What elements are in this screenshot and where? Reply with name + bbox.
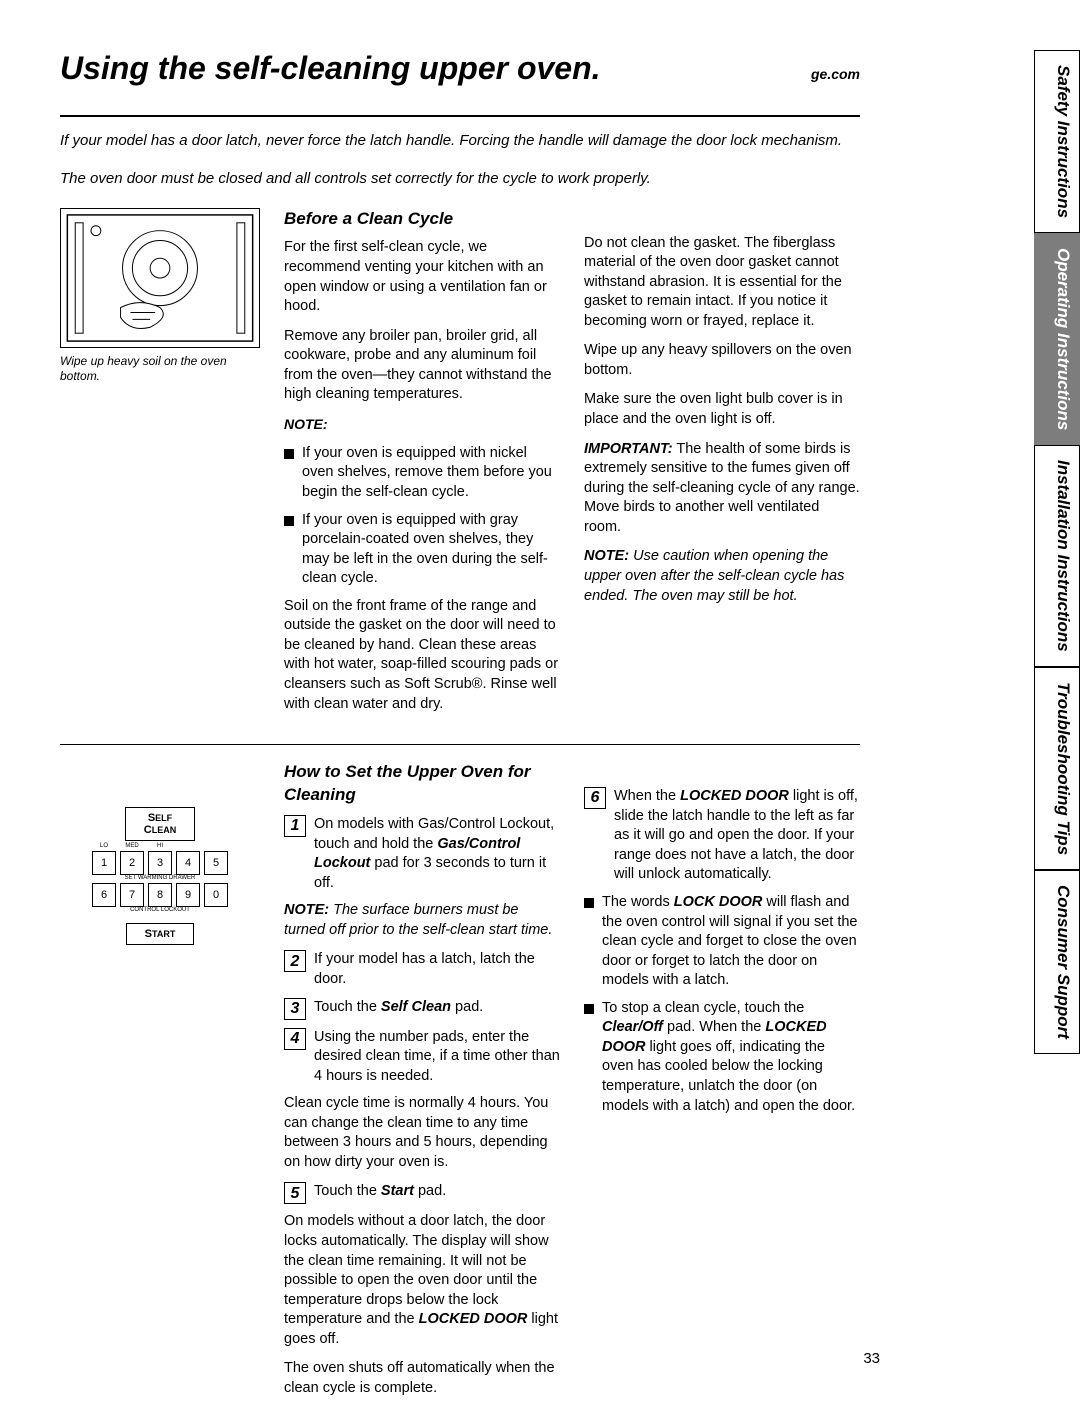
section-1-heading: Before a Clean Cycle [284, 208, 560, 231]
s2-after-5b: The oven shuts off automatically when th… [284, 1359, 560, 1398]
s1-right-p1: Do not clean the gasket. The fiberglass … [584, 234, 860, 332]
figure-1-caption: Wipe up heavy soil on the oven bottom. [60, 354, 260, 384]
s1-left-p2: Remove any broiler pan, broiler grid, al… [284, 327, 560, 405]
page-number: 33 [863, 1350, 880, 1367]
side-navigation-tabs: Safety Instructions Operating Instructio… [1034, 50, 1080, 1054]
square-bullet-icon [284, 516, 294, 526]
keypad-0: 0 [204, 883, 228, 907]
square-bullet-icon [584, 1004, 594, 1014]
self-clean-button: SELFCLEAN [125, 807, 195, 841]
step-3: 3 Touch the Self Clean pad. [284, 998, 560, 1020]
step-number-4: 4 [284, 1028, 306, 1050]
step-4: 4 Using the number pads, enter the desir… [284, 1028, 560, 1087]
step-number-3: 3 [284, 998, 306, 1020]
tab-safety-instructions[interactable]: Safety Instructions [1034, 50, 1080, 233]
keypad-caption-1: SET WARMING DRAWER [92, 875, 228, 881]
oven-wipe-figure [60, 208, 260, 348]
step-number-2: 2 [284, 950, 306, 972]
keypad-1: LO1 [92, 851, 116, 875]
section-divider [60, 744, 860, 745]
s1-left-p1: For the first self-clean cycle, we recom… [284, 238, 560, 316]
keypad-5: 5 [204, 851, 228, 875]
s2-right-bullet-2: To stop a clean cycle, touch the Clear/O… [584, 999, 860, 1116]
s1-bullet-1: If your oven is equipped with nickel ove… [284, 444, 560, 503]
keypad-3: HI3 [148, 851, 172, 875]
s1-important: IMPORTANT: The health of some birds is e… [584, 440, 860, 538]
s2-after-5a: On models without a door latch, the door… [284, 1212, 560, 1349]
keypad-2: MED2 [120, 851, 144, 875]
title-bar: Using the self-cleaning upper oven. ge.c… [60, 50, 860, 117]
step-number-6: 6 [584, 787, 606, 809]
s1-right-note: NOTE: Use caution when opening the upper… [584, 547, 860, 606]
s2-note: NOTE: The surface burners must be turned… [284, 901, 560, 940]
keypad-6: 6 [92, 883, 116, 907]
tab-troubleshooting-tips[interactable]: Troubleshooting Tips [1034, 667, 1080, 870]
intro-line-2: The oven door must be closed and all con… [60, 169, 860, 189]
tab-consumer-support[interactable]: Consumer Support [1034, 870, 1080, 1054]
keypad-figure: SELFCLEAN LO1 MED2 HI3 4 5 SET WARMING D… [60, 761, 260, 991]
s2-after-4: Clean cycle time is normally 4 hours. Yo… [284, 1094, 560, 1172]
page-title: Using the self-cleaning upper oven. [60, 50, 601, 95]
keypad-9: 9 [176, 883, 200, 907]
step-5: 5 Touch the Start pad. [284, 1182, 560, 1204]
square-bullet-icon [284, 449, 294, 459]
s2-right-bullet-1: The words LOCK DOOR will flash and the o… [584, 893, 860, 991]
s1-left-p3: Soil on the front frame of the range and… [284, 597, 560, 714]
step-2: 2 If your model has a latch, latch the d… [284, 950, 560, 989]
s1-bullet-2: If your oven is equipped with gray porce… [284, 511, 560, 589]
brand-url: ge.com [811, 66, 860, 82]
step-number-1: 1 [284, 815, 306, 837]
s1-right-p2: Wipe up any heavy spillovers on the oven… [584, 341, 860, 380]
intro-line-1: If your model has a door latch, never fo… [60, 131, 860, 151]
keypad-8: 8 [148, 883, 172, 907]
section-2-heading: How to Set the Upper Oven for Cleaning [284, 761, 560, 807]
step-1: 1 On models with Gas/Control Lockout, to… [284, 815, 560, 893]
keypad-caption-2: CONTROL LOCKOUT [92, 907, 228, 913]
s1-note-label: NOTE: [284, 415, 560, 434]
start-button: START [126, 923, 195, 945]
tab-installation-instructions[interactable]: Installation Instructions [1034, 445, 1080, 667]
tab-operating-instructions[interactable]: Operating Instructions [1034, 233, 1080, 445]
square-bullet-icon [584, 898, 594, 908]
s1-right-p3: Make sure the oven light bulb cover is i… [584, 390, 860, 429]
step-6: 6 When the LOCKED DOOR light is off, sli… [584, 787, 860, 885]
step-number-5: 5 [284, 1182, 306, 1204]
keypad-7: 7 [120, 883, 144, 907]
keypad-4: 4 [176, 851, 200, 875]
